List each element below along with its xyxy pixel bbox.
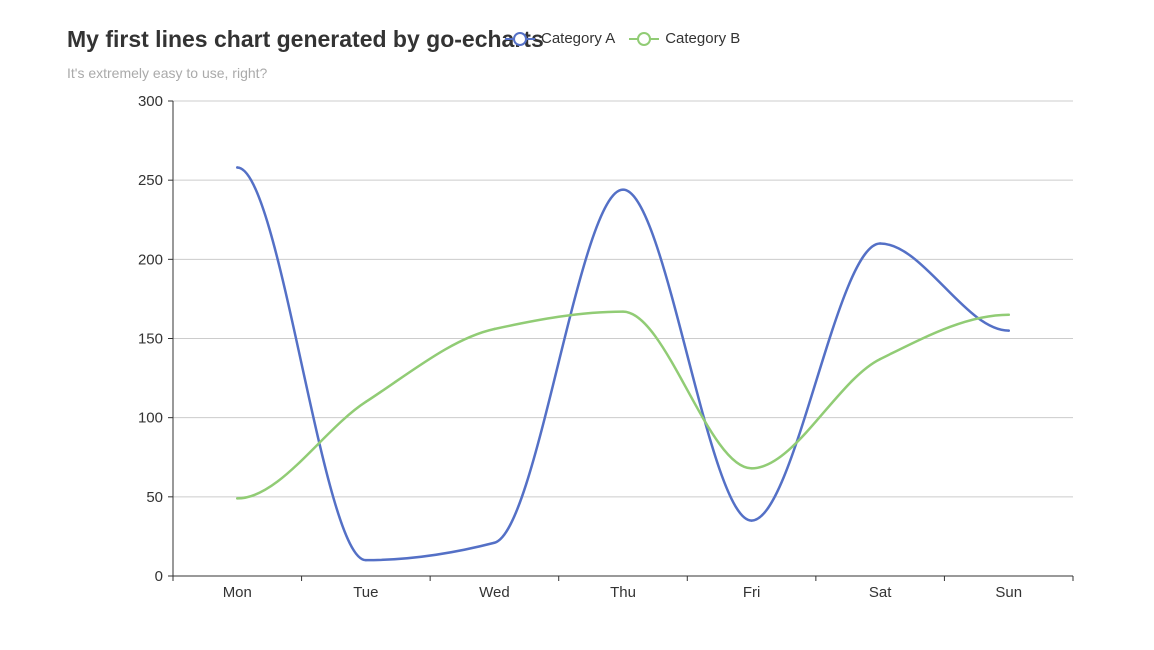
y-tick-label: 100 [138,410,163,427]
data-point-category-a [236,166,239,169]
y-tick-label: 150 [138,331,163,348]
y-tick-label: 250 [138,172,163,189]
data-point-category-b [621,310,625,313]
legend-swatch-category-b [629,31,660,47]
data-point-category-b [750,467,753,470]
x-tick-label: Wed [479,584,510,601]
x-tick-label: Sat [869,584,892,601]
y-tick-label: 200 [138,251,163,268]
y-tick-label: 50 [146,489,163,506]
series-line-category-a [236,166,1010,562]
legend-label-category-a: Category A [541,30,616,47]
x-tick-label: Tue [353,584,378,601]
legend-swatch-category-a [505,31,535,47]
data-point-category-a [750,519,753,522]
data-point-category-b [493,327,496,331]
series-line-category-b [236,310,1010,500]
legend: Category A Category B [505,30,740,47]
x-tick-label: Mon [223,584,252,601]
data-point-category-a [878,242,882,245]
y-tick-label: 300 [138,93,163,110]
legend-item-category-a[interactable]: Category A [505,30,615,47]
data-point-category-a [493,541,496,544]
data-point-category-b [236,497,239,500]
legend-item-category-b[interactable]: Category B [629,30,740,47]
x-tick-label: Sun [995,584,1022,601]
x-tick-label: Fri [743,584,761,601]
data-point-category-a [1007,329,1010,332]
chart-title: My first lines chart generated by go-ech… [67,26,544,52]
chart-subtitle: It's extremely easy to use, right? [67,65,268,81]
x-tick-label: Thu [610,584,636,601]
y-tick-label: 0 [155,568,163,585]
data-point-category-b [878,357,882,361]
data-point-category-a [364,558,368,562]
data-point-category-b [364,400,368,404]
legend-label-category-b: Category B [665,30,741,47]
data-point-category-a [621,188,625,191]
data-point-category-b [1007,313,1010,316]
